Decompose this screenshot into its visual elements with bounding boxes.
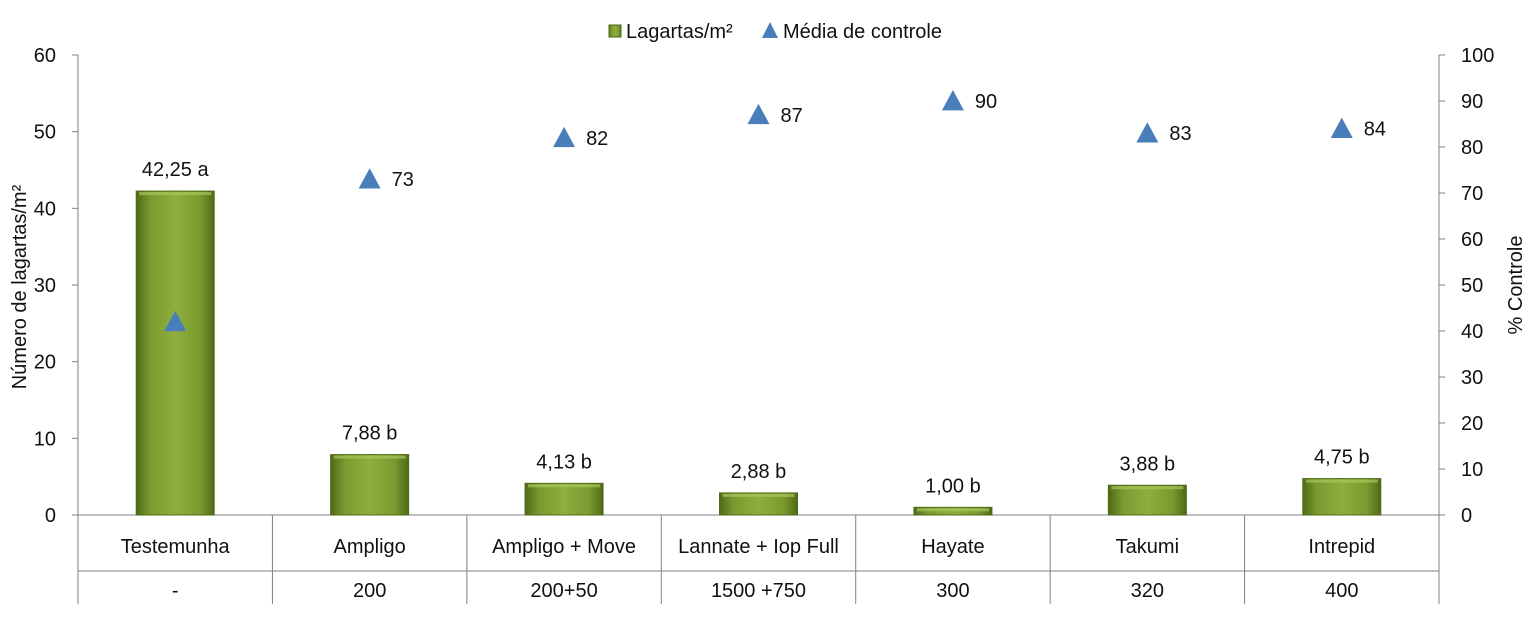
category-label: Testemunha <box>121 536 231 558</box>
control-marker <box>1330 117 1353 138</box>
bar-data-label: 42,25 a <box>142 159 210 181</box>
bar-data-label: 3,88 b <box>1120 453 1176 475</box>
marker-labels-group: 73 82 87 90 83 84 <box>392 91 1386 191</box>
dose-label: 1500 +750 <box>711 580 806 602</box>
bar-data-label: 4,75 b <box>1314 447 1370 469</box>
marker-data-label: 82 <box>586 128 608 150</box>
marker-data-label: 83 <box>1169 123 1191 145</box>
category-label: Intrepid <box>1308 536 1375 558</box>
control-marker <box>358 168 381 189</box>
dose-label: - <box>172 580 179 602</box>
bar <box>330 454 410 516</box>
y2-tick-label: 30 <box>1461 367 1483 389</box>
y-tick-label: 10 <box>34 428 56 450</box>
control-marker <box>553 126 576 148</box>
legend-marker-swatch <box>762 22 778 38</box>
bar-highlight <box>528 484 601 488</box>
bar-labels-group: 42,25 a 7,88 b 4,13 b 2,88 b 1,00 b 3,88 b 4,7… <box>142 159 1370 497</box>
y2-tick-label: 100 <box>1461 45 1494 67</box>
bar <box>719 492 798 516</box>
y2-axis-title: % Controle <box>1505 236 1527 335</box>
bar-highlight <box>1111 486 1184 490</box>
y2-tick-label: 0 <box>1461 505 1472 527</box>
y2-tick-label: 50 <box>1461 275 1483 297</box>
category-label: Takumi <box>1116 536 1179 558</box>
bar <box>1302 478 1382 516</box>
y-tick-label: 0 <box>45 505 56 527</box>
y2-tick-label: 60 <box>1461 229 1483 251</box>
dose-label: 300 <box>936 580 969 602</box>
category-label: Ampligo + Move <box>492 536 636 558</box>
legend-bar-swatch <box>608 24 622 38</box>
category-label: Ampligo <box>334 536 406 558</box>
category-label: Hayate <box>921 536 984 558</box>
bar <box>1107 484 1187 516</box>
bar-data-label: 1,00 b <box>925 475 981 497</box>
y-tick-label: 50 <box>34 122 56 144</box>
markers-group <box>164 90 1353 332</box>
bar <box>135 190 215 516</box>
y-tick-label: 60 <box>34 45 56 67</box>
bar-highlight <box>139 192 212 196</box>
bar-highlight <box>722 493 795 497</box>
category-label: Lannate + Iop Full <box>678 536 839 558</box>
y2-tick-label: 10 <box>1461 459 1483 481</box>
control-marker <box>164 310 187 332</box>
y2-tick-label: 90 <box>1461 91 1483 113</box>
legend-bar-label: Lagartas/m² <box>626 21 733 43</box>
marker-data-label: 84 <box>1364 119 1386 141</box>
legend-marker-label: Média de controle <box>783 21 942 43</box>
y2-tick-label: 80 <box>1461 137 1483 159</box>
control-marker <box>1136 122 1159 143</box>
control-marker <box>941 90 964 111</box>
bar-data-label: 4,13 b <box>536 451 592 473</box>
y-tick-label: 30 <box>34 275 56 297</box>
dose-label: 200+50 <box>530 580 597 602</box>
bar-highlight <box>916 508 989 512</box>
y2-tick-label: 40 <box>1461 321 1483 343</box>
marker-data-label: 73 <box>392 169 414 191</box>
category-labels-group: Testemunha - Ampligo 200 Ampligo + Move 200+5… <box>121 536 1375 602</box>
axes: 0 10 20 30 40 50 60 0 10 20 30 40 50 60 70 80 90 100 <box>34 45 1494 604</box>
bars-group <box>135 190 1382 516</box>
y-tick-label: 40 <box>34 198 56 220</box>
control-marker <box>747 103 770 125</box>
dose-label: 320 <box>1131 580 1164 602</box>
y-tick-label: 20 <box>34 352 56 374</box>
marker-data-label: 90 <box>975 91 997 113</box>
dose-label: 200 <box>353 580 386 602</box>
bar-highlight <box>1305 479 1378 483</box>
legend: Lagartas/m² Média de controle <box>608 21 942 43</box>
marker-data-label: 87 <box>781 105 803 127</box>
bar <box>524 482 604 516</box>
y2-tick-label: 70 <box>1461 183 1483 205</box>
bar-highlight <box>333 455 406 459</box>
dose-label: 400 <box>1325 580 1358 602</box>
y-axis-title: Número de lagartas/m² <box>9 184 31 389</box>
y2-tick-label: 20 <box>1461 413 1483 435</box>
bar-data-label: 2,88 b <box>731 461 787 483</box>
bar-data-label: 7,88 b <box>342 423 398 445</box>
